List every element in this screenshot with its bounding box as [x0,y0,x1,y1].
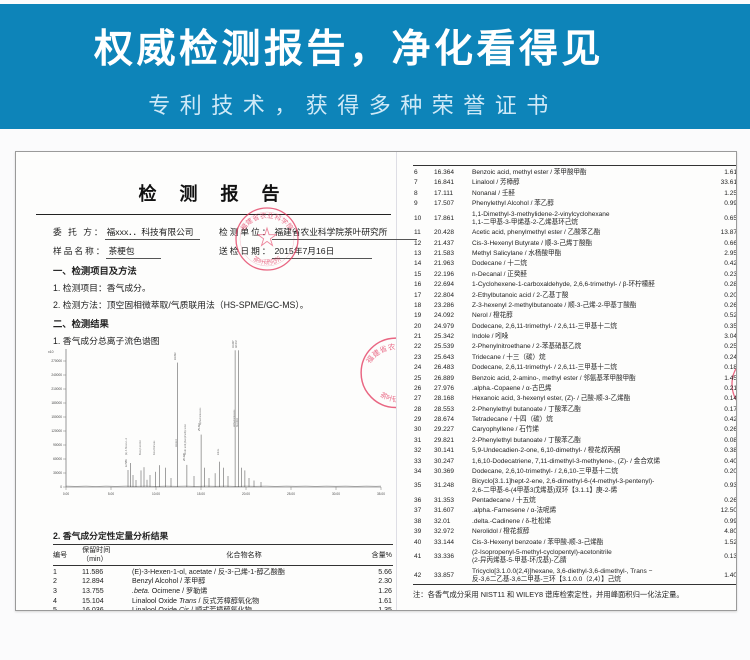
svg-text:15.00: 15.00 [197,492,205,496]
svg-text:30.00: 30.00 [332,492,340,496]
svg-text:90000: 90000 [53,443,62,447]
svg-text:150000: 150000 [51,415,62,419]
svg-text:240000: 240000 [51,373,62,377]
svg-text:Nerolidol: Nerolidol [236,417,239,427]
svg-text:32.972: 32.972 [235,340,238,348]
svg-text:Indole: Indole [218,448,220,455]
svg-text:16.841: 16.841 [174,352,177,360]
svg-text:0: 0 [60,485,62,489]
svg-text:25.00: 25.00 [287,492,295,496]
svg-text:20.00: 20.00 [242,492,250,496]
svg-text:alpha-Farnesene: alpha-Farnesene [233,409,236,427]
svg-text:0.00: 0.00 [63,492,69,496]
svg-text:茶叶研究所: 茶叶研究所 [251,255,282,267]
svg-text:5.00: 5.00 [108,492,114,496]
svg-text:180000: 180000 [51,401,62,405]
svg-text:210000: 210000 [51,387,62,391]
svg-text:Linalool: Linalool [176,439,178,447]
svg-text:10.00: 10.00 [152,492,160,496]
svg-text:x10: x10 [48,350,54,354]
svg-text:270000: 270000 [51,359,62,363]
svg-text:beta-Ocimene: beta-Ocimene [153,440,156,455]
svg-text:60000: 60000 [53,457,62,461]
svg-text:alpha-Farnesene: alpha-Farnesene [199,407,202,425]
svg-text:30000: 30000 [53,471,62,475]
svg-text:Benzyl alcohol: Benzyl alcohol [140,440,142,455]
svg-text:11.586: 11.586 [125,459,128,467]
svg-text:(E)-3-Hexen-1-ol: (E)-3-Hexen-1-ol [126,437,128,455]
svg-text:35.00: 35.00 [377,492,385,496]
svg-text:120000: 120000 [51,429,62,433]
svg-text:Acetic acid phenylmethyl ester: Acetic acid phenylmethyl ester [184,424,187,455]
